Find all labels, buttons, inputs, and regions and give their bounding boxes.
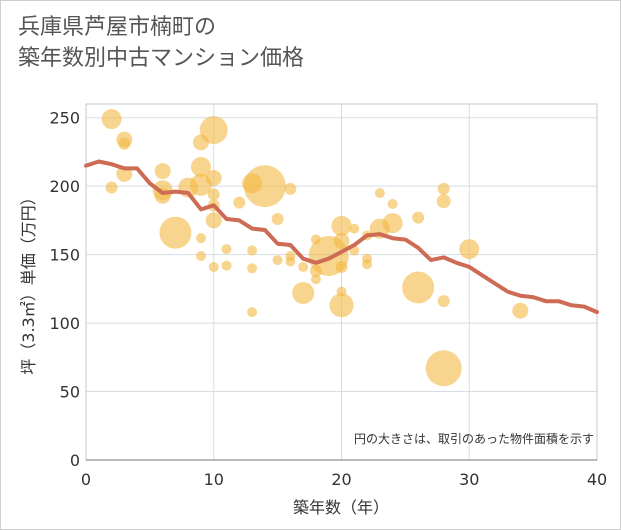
data-bubble (271, 213, 284, 226)
data-bubble (195, 250, 206, 261)
data-bubble (298, 261, 309, 272)
x-tick-label: 10 (204, 470, 224, 489)
data-bubble (195, 233, 206, 244)
y-tick-label: 200 (49, 177, 80, 196)
data-bubble (331, 215, 352, 236)
data-bubble (374, 188, 385, 198)
data-bubble (207, 188, 220, 201)
data-bubble (208, 261, 219, 272)
chart-title-line-1: 兵庫県芦屋市楠町の (18, 15, 217, 40)
data-bubble (159, 216, 192, 249)
data-bubble (292, 281, 315, 304)
y-axis-label: 坪（3.3㎡）単価（万円） (19, 189, 38, 374)
y-tick-label: 150 (49, 246, 80, 265)
data-bubble (437, 182, 450, 195)
data-bubble (333, 232, 350, 249)
data-bubble (285, 256, 296, 267)
data-bubble (512, 302, 529, 319)
data-bubble (437, 295, 450, 308)
data-bubble (362, 259, 373, 270)
data-bubble (243, 165, 286, 208)
data-bubble (425, 350, 462, 387)
data-bubble (387, 198, 398, 209)
x-tick-label: 0 (81, 470, 91, 489)
data-bubble (205, 212, 222, 229)
data-bubble (101, 109, 122, 130)
data-bubble (329, 293, 354, 318)
data-bubble (402, 271, 435, 304)
data-bubble (459, 239, 480, 260)
data-bubble (382, 213, 403, 234)
size-note: 円の大きさは、取引のあった物件面積を示す (354, 431, 594, 446)
y-tick-label: 100 (49, 314, 80, 333)
data-bubble (221, 244, 232, 255)
x-tick-label: 40 (587, 470, 607, 489)
data-bubble (154, 163, 171, 180)
trend-line (84, 159, 599, 315)
data-bubble (247, 263, 258, 274)
data-bubble (284, 182, 297, 195)
data-bubble (221, 260, 232, 271)
data-bubble (247, 245, 258, 256)
data-bubble (272, 255, 283, 266)
data-bubble (105, 181, 118, 194)
y-tick-label: 250 (49, 109, 80, 128)
data-bubble (233, 196, 246, 209)
data-bubble (247, 307, 258, 318)
trend-series (84, 159, 599, 315)
chart-title: 兵庫県芦屋市楠町の 築年数別中古マンション価格 (18, 12, 304, 74)
data-bubble (118, 137, 131, 150)
data-bubble (412, 211, 425, 224)
data-bubble (199, 116, 228, 145)
x-axis-label: 築年数（年） (293, 498, 389, 517)
data-bubble (335, 260, 348, 273)
grid-lines (86, 104, 597, 460)
chart-title-line-2: 築年数別中古マンション価格 (18, 46, 305, 71)
y-tick-label: 50 (60, 383, 80, 402)
data-bubble (436, 194, 451, 209)
x-tick-label: 20 (331, 470, 351, 489)
y-tick-label: 0 (70, 451, 80, 470)
data-bubble (349, 223, 360, 234)
data-bubble (205, 169, 222, 186)
axis-ticks: 0 50 100 150 200 250 0 10 20 30 40 (49, 109, 607, 489)
data-bubble (190, 156, 211, 177)
x-tick-label: 30 (459, 470, 479, 489)
data-bubble (310, 274, 321, 285)
